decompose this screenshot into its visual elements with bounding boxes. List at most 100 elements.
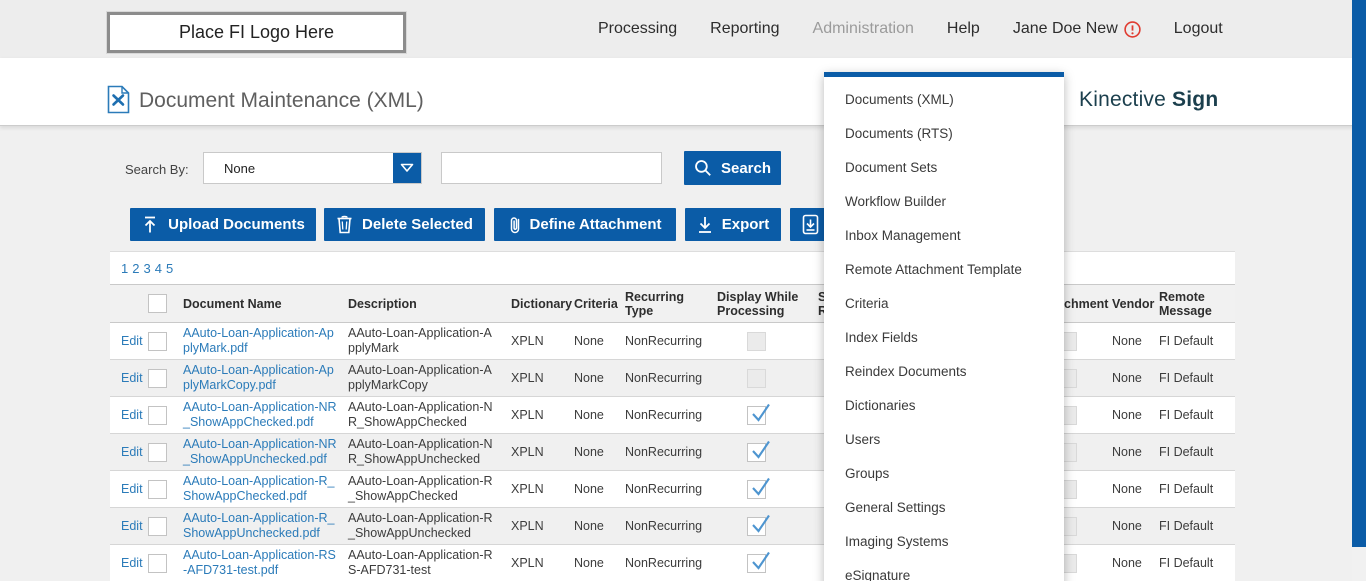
vendor-cell: None bbox=[1108, 470, 1152, 508]
edit-link[interactable]: Edit bbox=[121, 481, 143, 496]
delete-selected-button[interactable]: Delete Selected bbox=[324, 208, 485, 241]
document-name-link[interactable]: AAuto-Loan-Application-RS-AFD731-test.pd… bbox=[183, 548, 336, 577]
vertical-scrollbar-thumb[interactable] bbox=[1352, 0, 1366, 547]
table-row: Edit AAuto-Loan-Application-NR_ShowAppCh… bbox=[110, 396, 1235, 434]
edit-link[interactable]: Edit bbox=[121, 333, 143, 348]
description-cell: AAuto-Loan-Application-RS-AFD731-test bbox=[345, 544, 505, 581]
page-link-1[interactable]: 1 bbox=[121, 261, 129, 276]
header-vendor: Vendor bbox=[1108, 284, 1154, 323]
remote-message-cell: FI Default bbox=[1152, 470, 1235, 508]
display-while-processing-checkbox[interactable] bbox=[747, 403, 770, 425]
row-select-checkbox[interactable] bbox=[148, 553, 167, 573]
description-cell: AAuto-Loan-Application-R_ShowAppUnchecke… bbox=[345, 507, 505, 545]
row-select-checkbox[interactable] bbox=[148, 405, 167, 425]
admin-menu-item[interactable]: Dictionaries bbox=[845, 398, 916, 413]
admin-menu-item[interactable]: Workflow Builder bbox=[845, 194, 947, 209]
user-name: Jane Doe New bbox=[1012, 20, 1118, 37]
criteria-cell: None bbox=[570, 470, 621, 508]
display-while-processing-checkbox[interactable] bbox=[747, 477, 770, 499]
admin-menu-item[interactable]: Groups bbox=[845, 466, 890, 481]
dictionary-cell: XPLN bbox=[505, 396, 570, 434]
row-select-checkbox[interactable] bbox=[148, 368, 167, 388]
document-tools-icon bbox=[107, 85, 130, 114]
page-link-5[interactable]: 5 bbox=[165, 261, 174, 276]
edit-link[interactable]: Edit bbox=[121, 407, 143, 422]
table-row: Edit AAuto-Loan-Application-ApplyMark.pd… bbox=[110, 322, 1235, 360]
edit-link[interactable]: Edit bbox=[121, 555, 143, 570]
paperclip-icon bbox=[509, 215, 521, 235]
document-download-icon bbox=[802, 214, 819, 235]
vendor-cell: None bbox=[1108, 396, 1152, 434]
document-name-link[interactable]: AAuto-Loan-Application-R_ShowAppUnchecke… bbox=[183, 511, 335, 540]
nav-help[interactable]: Help bbox=[946, 20, 980, 37]
nav-administration[interactable]: Administration bbox=[812, 20, 914, 37]
nav-processing[interactable]: Processing bbox=[598, 20, 678, 37]
row-select-checkbox[interactable] bbox=[148, 516, 167, 536]
dictionary-cell: XPLN bbox=[505, 359, 570, 397]
row-select-checkbox[interactable] bbox=[148, 479, 167, 499]
dictionary-cell: XPLN bbox=[505, 507, 570, 545]
checkmark-icon bbox=[749, 438, 772, 461]
recurring-type-cell: NonRecurring bbox=[621, 396, 713, 434]
edit-link[interactable]: Edit bbox=[121, 444, 143, 459]
criteria-cell: None bbox=[570, 359, 621, 397]
page-link-4[interactable]: 4 bbox=[154, 261, 162, 276]
criteria-cell: None bbox=[570, 433, 621, 471]
document-name-link[interactable]: AAuto-Loan-Application-R_ShowAppChecked.… bbox=[183, 474, 335, 503]
top-bar: Place FI Logo Here Processing Reporting … bbox=[0, 0, 1366, 58]
remote-message-cell: FI Default bbox=[1152, 507, 1235, 545]
row-select-checkbox[interactable] bbox=[148, 442, 167, 462]
edit-link[interactable]: Edit bbox=[121, 518, 143, 533]
table-header-row: Document Name Description Dictionary Cri… bbox=[110, 284, 1235, 323]
nav-logout[interactable]: Logout bbox=[1173, 20, 1223, 37]
page-link-2[interactable]: 2 bbox=[132, 261, 140, 276]
admin-menu-item[interactable]: eSignature bbox=[845, 568, 911, 581]
admin-menu-item[interactable]: Imaging Systems bbox=[845, 534, 949, 549]
vendor-cell: None bbox=[1108, 544, 1152, 581]
admin-menu-item[interactable]: Document Sets bbox=[845, 160, 938, 175]
admin-menu-item[interactable]: Remote Attachment Template bbox=[845, 262, 1022, 277]
recurring-type-cell: NonRecurring bbox=[621, 507, 713, 545]
display-while-processing-checkbox[interactable] bbox=[747, 440, 770, 462]
dictionary-cell: XPLN bbox=[505, 470, 570, 508]
admin-menu-item[interactable]: Inbox Management bbox=[845, 228, 961, 243]
admin-menu-item[interactable]: Users bbox=[845, 432, 881, 447]
admin-menu-item[interactable]: Documents (RTS) bbox=[845, 126, 953, 141]
display-while-processing-checkbox[interactable] bbox=[747, 368, 766, 388]
fi-logo-placeholder: Place FI Logo Here bbox=[106, 11, 407, 54]
chevron-down-icon[interactable] bbox=[393, 153, 421, 183]
page-link-3[interactable]: 3 bbox=[143, 261, 151, 276]
admin-menu-item[interactable]: Documents (XML) bbox=[845, 92, 954, 107]
remote-message-cell: FI Default bbox=[1152, 322, 1235, 360]
nav-reporting[interactable]: Reporting bbox=[710, 20, 780, 37]
header-criteria: Criteria bbox=[570, 284, 621, 323]
document-name-link[interactable]: AAuto-Loan-Application-NR_ShowAppChecked… bbox=[183, 400, 337, 429]
select-all-checkbox[interactable] bbox=[148, 294, 167, 313]
document-name-link[interactable]: AAuto-Loan-Application-ApplyMarkCopy.pdf bbox=[183, 363, 334, 392]
criteria-cell: None bbox=[570, 396, 621, 434]
upload-documents-button[interactable]: Upload Documents bbox=[130, 208, 316, 241]
checkmark-icon bbox=[749, 401, 772, 424]
admin-menu-item[interactable]: Criteria bbox=[845, 296, 889, 311]
display-while-processing-checkbox[interactable] bbox=[747, 331, 766, 351]
edit-link[interactable]: Edit bbox=[121, 370, 143, 385]
remote-message-cell: FI Default bbox=[1152, 433, 1235, 471]
document-name-link[interactable]: AAuto-Loan-Application-NR_ShowAppUncheck… bbox=[183, 437, 337, 466]
export-button[interactable]: Export bbox=[685, 208, 781, 241]
document-name-link[interactable]: AAuto-Loan-Application-ApplyMark.pdf bbox=[183, 326, 334, 355]
row-select-checkbox[interactable] bbox=[148, 331, 167, 351]
admin-menu-item[interactable]: Index Fields bbox=[845, 330, 918, 345]
admin-menu-item[interactable]: Reindex Documents bbox=[845, 364, 967, 379]
description-cell: AAuto-Loan-Application-ApplyMarkCopy bbox=[345, 359, 505, 397]
vertical-scrollbar-track[interactable] bbox=[1352, 0, 1366, 581]
search-button[interactable]: Search bbox=[684, 151, 781, 185]
search-by-dropdown[interactable]: None bbox=[203, 152, 422, 184]
display-while-processing-checkbox[interactable] bbox=[747, 551, 770, 573]
admin-menu-item[interactable]: General Settings bbox=[845, 500, 946, 515]
define-attachment-button[interactable]: Define Attachment bbox=[494, 208, 676, 241]
nav-user[interactable]: Jane Doe New bbox=[1013, 20, 1141, 38]
search-by-selected-value: None bbox=[224, 161, 256, 176]
search-input[interactable] bbox=[441, 152, 662, 184]
display-while-processing-checkbox[interactable] bbox=[747, 514, 770, 536]
vendor-cell: None bbox=[1108, 359, 1152, 397]
